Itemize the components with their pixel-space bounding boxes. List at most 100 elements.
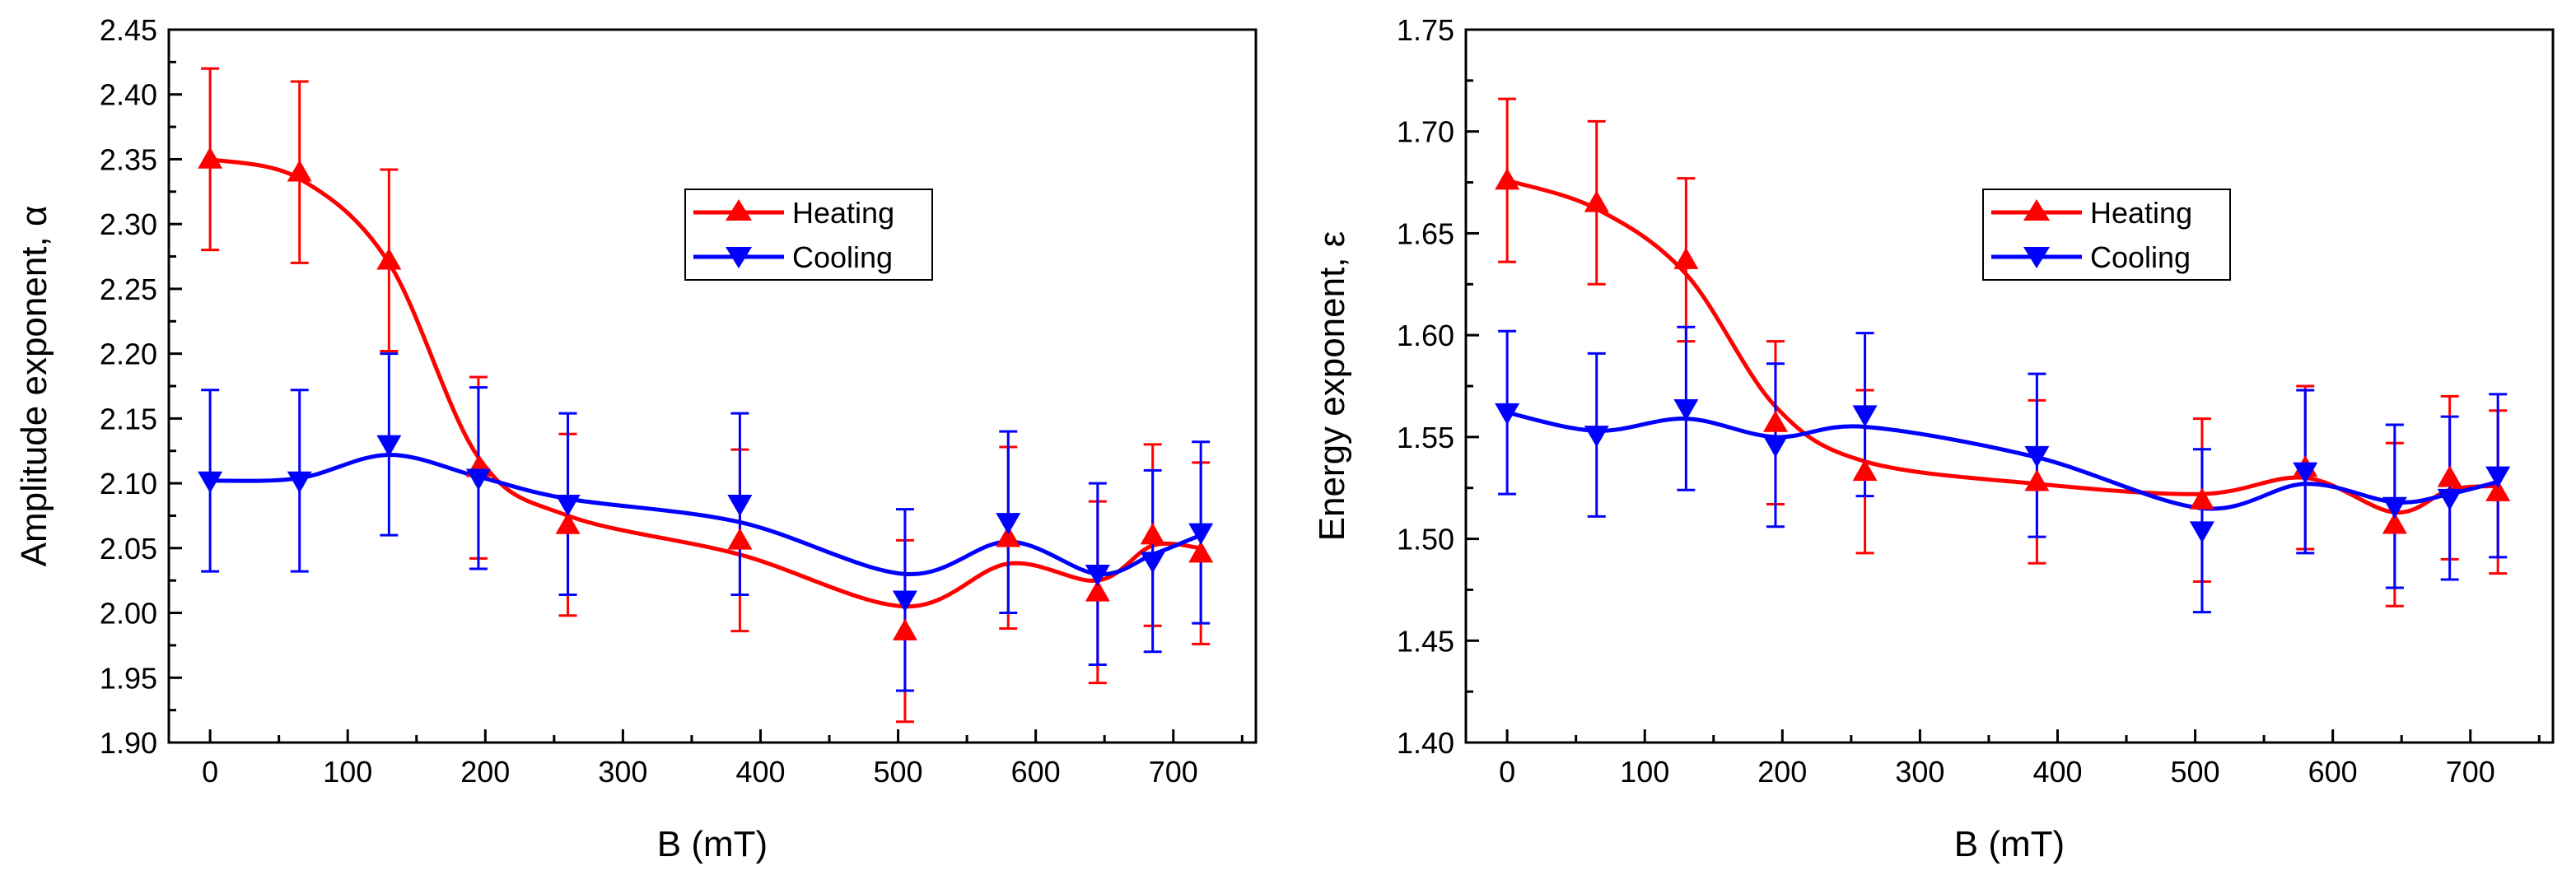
- x-tick-label: 400: [735, 755, 785, 789]
- x-tick-label: 600: [2308, 755, 2358, 789]
- heating-fit-line: [1506, 178, 2499, 514]
- y-tick-label: 2.45: [100, 13, 157, 47]
- x-tick-labels: 0 100 200 300 400 500 600 700: [1499, 755, 2495, 789]
- cooling-data-point: [1762, 435, 1788, 458]
- cooling-data-point: [1852, 405, 1878, 427]
- heating-data-point: [892, 618, 917, 640]
- cooling-data-point: [1085, 565, 1110, 587]
- cooling-data-point: [1673, 398, 1699, 421]
- legend-cooling-label: Cooling: [2090, 240, 2191, 274]
- cooling-data-point: [2437, 488, 2462, 511]
- heating-data-point: [2382, 512, 2407, 534]
- y-axis-label: Energy exponent, ε: [1312, 231, 1352, 542]
- y-tick-labels: 1.40 1.45 1.50 1.55 1.60 1.65 1.70 1.75: [1397, 13, 1454, 760]
- energy-exponent-chart: 0 100 200 300 400 500 600 700 1.401.451.501.551…: [1312, 13, 2555, 864]
- data-markers: [198, 147, 1214, 640]
- x-tick-label: 100: [1620, 755, 1669, 789]
- error-bars: [201, 67, 1211, 724]
- cooling-data-point: [2293, 462, 2318, 484]
- legend-box: [684, 189, 933, 281]
- legend-heating-marker: [2023, 199, 2050, 221]
- x-tick-label: 100: [323, 755, 372, 789]
- x-axis-label: B (mT): [1954, 824, 2065, 864]
- cooling-data-point: [287, 471, 312, 493]
- y-tick-label: 2.05: [100, 532, 157, 566]
- y-tick-label: 2.20: [100, 338, 157, 371]
- y-tick-label: 2.35: [100, 142, 157, 176]
- y-tick-labels: 1.90 1.95 2.00 2.05 2.10 2.15 2.20 2.25 2.30 2.35…: [100, 13, 157, 760]
- x-axis-label: B (mT): [657, 824, 768, 864]
- legend-heating-marker: [726, 199, 752, 221]
- x-tick-label: 0: [1499, 755, 1515, 789]
- x-tick-label: 300: [598, 755, 647, 789]
- plot-frame: [167, 28, 1258, 744]
- axis-ticks: [1466, 28, 2541, 744]
- cooling-data-point: [2485, 466, 2511, 488]
- y-tick-label: 2.10: [100, 467, 157, 501]
- x-tick-label: 0: [202, 755, 218, 789]
- y-tick-label: 1.75: [1397, 13, 1454, 47]
- x-tick-label: 400: [2032, 755, 2082, 789]
- x-tick-label: 700: [1149, 755, 1198, 789]
- x-tick-label: 500: [2171, 755, 2220, 789]
- heating-data-point: [1188, 541, 1214, 563]
- y-tick-label: 1.40: [1397, 726, 1454, 760]
- legend-cooling-marker: [2023, 247, 2050, 268]
- cooling-data-point: [996, 513, 1021, 535]
- y-tick-label: 2.00: [100, 597, 157, 631]
- x-tick-label: 700: [2446, 755, 2495, 789]
- heating-data-point: [727, 528, 753, 550]
- y-tick-label: 2.30: [100, 207, 157, 241]
- amplitude-exponent-chart: 0 100 200 300 400 500 600 700 1.90 1.95 2.00 2.05 2…: [14, 13, 1258, 864]
- heating-data-point: [1762, 410, 1788, 432]
- heating-data-point: [996, 525, 1021, 547]
- legend-heating-label: Heating: [792, 196, 894, 230]
- cooling-data-point: [376, 435, 402, 457]
- y-tick-label: 1.90: [100, 726, 157, 760]
- heating-data-point: [1584, 190, 1609, 212]
- heating-data-point: [287, 160, 312, 182]
- y-tick-label: 2.15: [100, 402, 157, 435]
- y-tick-label: 1.95: [100, 661, 157, 695]
- heating-data-point: [2437, 465, 2462, 487]
- cooling-data-point: [2189, 521, 2214, 543]
- y-axis-label: Amplitude exponent, α: [14, 206, 54, 567]
- legend-box: [1982, 189, 2231, 281]
- x-tick-labels: 0 100 200 300 400 500 600 700: [202, 755, 1198, 789]
- cooling-data-point: [727, 495, 753, 517]
- cooling-data-point: [892, 590, 917, 612]
- cooling-data-point: [2382, 496, 2407, 519]
- y-tick-label: 2.25: [100, 272, 157, 306]
- heating-data-point: [1495, 168, 1520, 190]
- legend-cooling-label: Cooling: [792, 240, 893, 274]
- x-tick-label: 500: [874, 755, 923, 789]
- data-markers: [1495, 168, 2511, 543]
- y-tick-label: 1.60: [1397, 319, 1454, 352]
- heating-data-point: [376, 248, 402, 270]
- heating-data-point: [198, 147, 223, 169]
- y-tick-label: 2.40: [100, 78, 157, 112]
- error-bars: [1498, 97, 2508, 614]
- cooling-data-point: [1495, 403, 1520, 426]
- heating-data-point: [2485, 479, 2511, 501]
- plot-frame: [1464, 28, 2555, 744]
- legend-cooling-marker: [726, 247, 752, 268]
- y-tick-label: 1.70: [1397, 115, 1454, 149]
- heating-data-point: [1085, 580, 1110, 602]
- cooling-data-point: [2024, 445, 2050, 468]
- legend: Heating Cooling: [684, 189, 933, 281]
- legend-heating-label: Heating: [2090, 196, 2192, 230]
- cooling-fit-line: [210, 452, 1202, 576]
- cooling-data-point: [465, 468, 491, 491]
- x-tick-label: 600: [1011, 755, 1061, 789]
- x-tick-label: 200: [1757, 755, 1807, 789]
- y-tick-label: 1.65: [1397, 217, 1454, 250]
- x-tick-label: 300: [1895, 755, 1944, 789]
- cooling-data-point: [1140, 552, 1165, 574]
- y-tick-label: 1.50: [1397, 523, 1454, 556]
- heating-data-point: [1140, 523, 1165, 545]
- heating-data-point: [1673, 247, 1699, 269]
- cooling-data-point: [198, 471, 223, 493]
- cooling-data-point: [555, 495, 581, 517]
- heating-data-point: [555, 512, 581, 534]
